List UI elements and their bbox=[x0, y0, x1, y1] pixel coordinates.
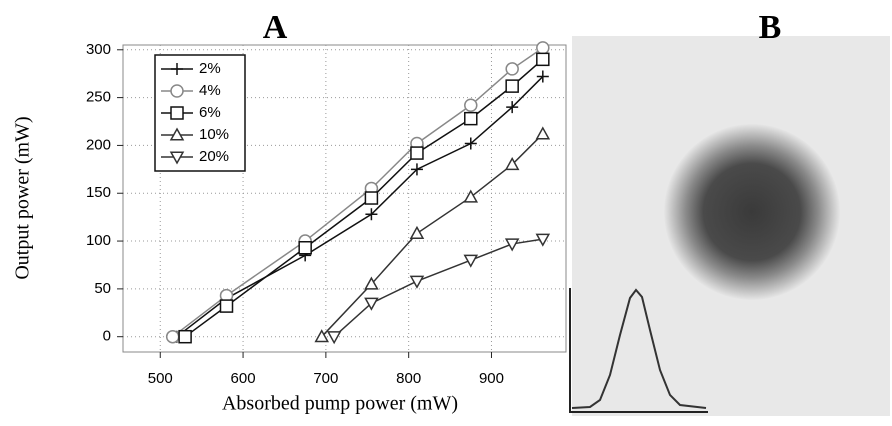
marker bbox=[410, 163, 423, 176]
y-axis-label: Output power (mW) bbox=[12, 116, 34, 279]
x-tick-label: 600 bbox=[231, 370, 256, 387]
plot-frame bbox=[122, 44, 567, 353]
marker bbox=[170, 84, 184, 98]
marker bbox=[365, 208, 378, 221]
marker bbox=[464, 98, 478, 113]
marker bbox=[504, 157, 520, 171]
marker bbox=[464, 111, 478, 126]
marker bbox=[178, 329, 192, 344]
marker bbox=[505, 79, 519, 93]
series-line bbox=[333, 238, 543, 338]
x-tick-label: 500 bbox=[148, 370, 173, 387]
panel-label: B bbox=[759, 9, 782, 46]
marker bbox=[298, 241, 312, 255]
series-line bbox=[184, 58, 544, 338]
legend: 2% 4% 6% 10% 20% bbox=[154, 54, 246, 172]
marker bbox=[536, 41, 550, 55]
beam-spot bbox=[664, 124, 840, 300]
x-tick-label: 700 bbox=[313, 370, 338, 387]
series-line bbox=[321, 133, 544, 338]
y-tick-label: 50 bbox=[94, 280, 111, 297]
marker bbox=[364, 276, 379, 290]
y-tick-label: 0 bbox=[103, 328, 111, 345]
marker bbox=[169, 151, 185, 165]
marker bbox=[505, 62, 519, 76]
x-tick-label: 800 bbox=[396, 370, 421, 387]
y-tick-label: 100 bbox=[86, 232, 111, 249]
marker bbox=[536, 70, 549, 83]
y-tick-label: 300 bbox=[86, 41, 111, 58]
y-tick-label: 150 bbox=[86, 184, 111, 201]
legend-label: 6% bbox=[199, 104, 221, 121]
marker bbox=[504, 238, 520, 252]
y-tick-label: 200 bbox=[86, 136, 111, 153]
x-axis-label: Absorbed pump power (mW) bbox=[222, 393, 458, 415]
legend-label: 10% bbox=[199, 126, 229, 143]
x-tick-label: 900 bbox=[479, 370, 504, 387]
marker bbox=[170, 106, 184, 120]
marker bbox=[409, 275, 425, 289]
marker bbox=[364, 191, 379, 205]
marker bbox=[364, 297, 379, 311]
marker bbox=[171, 63, 183, 75]
series-line bbox=[172, 47, 544, 338]
plot: 500 600 700 800 900 0 50 100 150 200 250 300 2% 4% 6% 1… bbox=[86, 41, 567, 387]
marker bbox=[219, 299, 234, 313]
marker bbox=[464, 137, 477, 150]
marker bbox=[463, 189, 479, 203]
marker bbox=[410, 146, 424, 160]
inset-profile bbox=[571, 288, 707, 409]
inset-axes bbox=[569, 288, 708, 413]
marker bbox=[506, 101, 519, 114]
marker bbox=[535, 126, 551, 140]
marker bbox=[535, 233, 551, 247]
marker bbox=[463, 254, 479, 268]
marker bbox=[326, 331, 342, 345]
marker bbox=[536, 52, 550, 67]
panel-label: A bbox=[263, 9, 288, 46]
legend-label: 4% bbox=[199, 82, 221, 99]
marker bbox=[409, 225, 425, 239]
marker bbox=[314, 329, 330, 343]
legend-label: 20% bbox=[199, 148, 229, 165]
series-line bbox=[176, 76, 544, 338]
marker bbox=[165, 329, 180, 344]
y-tick-label: 250 bbox=[86, 89, 111, 106]
legend-label: 2% bbox=[199, 60, 221, 77]
marker bbox=[169, 127, 185, 141]
